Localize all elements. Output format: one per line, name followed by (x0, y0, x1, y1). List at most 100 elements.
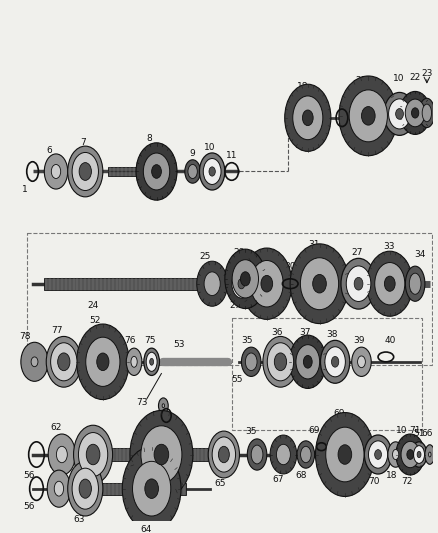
Ellipse shape (203, 158, 221, 184)
Ellipse shape (361, 107, 375, 125)
Ellipse shape (425, 445, 434, 464)
Ellipse shape (300, 446, 311, 463)
Ellipse shape (406, 266, 425, 301)
Ellipse shape (354, 277, 363, 290)
Text: 75: 75 (144, 336, 155, 345)
Text: 56: 56 (23, 502, 35, 511)
Ellipse shape (411, 442, 427, 467)
Ellipse shape (267, 343, 293, 381)
Ellipse shape (325, 347, 346, 377)
Text: 64: 64 (150, 494, 161, 503)
Ellipse shape (297, 441, 314, 468)
Ellipse shape (321, 341, 350, 383)
Text: 77: 77 (51, 326, 63, 335)
Ellipse shape (419, 98, 434, 127)
Text: 9: 9 (190, 149, 195, 158)
Ellipse shape (384, 92, 415, 135)
Ellipse shape (364, 435, 392, 474)
Text: 29: 29 (234, 248, 245, 257)
Ellipse shape (97, 353, 109, 370)
Ellipse shape (126, 348, 142, 375)
Text: 25: 25 (200, 252, 211, 261)
Text: 10: 10 (393, 74, 404, 83)
Ellipse shape (86, 337, 120, 386)
Text: 64: 64 (140, 525, 152, 533)
Ellipse shape (247, 439, 267, 470)
Ellipse shape (74, 425, 113, 484)
Ellipse shape (57, 446, 67, 463)
Ellipse shape (154, 445, 169, 465)
Ellipse shape (72, 152, 99, 190)
Ellipse shape (332, 357, 339, 367)
Ellipse shape (375, 263, 405, 305)
Text: 35: 35 (245, 426, 257, 435)
Ellipse shape (293, 96, 323, 140)
Ellipse shape (304, 356, 312, 368)
Text: 34: 34 (414, 250, 426, 259)
Ellipse shape (199, 153, 225, 190)
Ellipse shape (428, 452, 431, 457)
Text: 35: 35 (241, 336, 253, 345)
Ellipse shape (315, 413, 374, 496)
Text: 74: 74 (166, 418, 177, 427)
Text: 28: 28 (253, 309, 265, 318)
Ellipse shape (228, 263, 255, 304)
Ellipse shape (407, 450, 413, 459)
Text: 20: 20 (349, 131, 360, 140)
Ellipse shape (48, 434, 75, 475)
Ellipse shape (274, 353, 286, 370)
Text: 10: 10 (396, 426, 407, 434)
Ellipse shape (145, 479, 159, 498)
Ellipse shape (261, 276, 273, 292)
Ellipse shape (396, 109, 403, 119)
Bar (27, 233, 432, 365)
Ellipse shape (357, 356, 365, 368)
Ellipse shape (131, 357, 137, 367)
Ellipse shape (143, 153, 170, 190)
Ellipse shape (188, 165, 197, 179)
Bar (232, 318, 422, 430)
Ellipse shape (51, 343, 77, 381)
Ellipse shape (150, 358, 154, 365)
Text: 27: 27 (229, 301, 240, 310)
Ellipse shape (367, 251, 413, 316)
Ellipse shape (152, 165, 161, 179)
Ellipse shape (58, 353, 70, 370)
Ellipse shape (212, 437, 236, 472)
Ellipse shape (339, 76, 398, 156)
Ellipse shape (413, 446, 424, 463)
Ellipse shape (232, 260, 258, 298)
Ellipse shape (368, 441, 388, 468)
Text: 36: 36 (271, 328, 283, 337)
Ellipse shape (209, 167, 215, 176)
Ellipse shape (144, 348, 159, 375)
Ellipse shape (78, 433, 108, 477)
Ellipse shape (219, 446, 230, 463)
Text: 11: 11 (226, 151, 237, 160)
Ellipse shape (54, 481, 64, 496)
Text: 52: 52 (89, 316, 101, 325)
Ellipse shape (238, 279, 245, 289)
Text: 66: 66 (421, 429, 433, 438)
Ellipse shape (46, 336, 81, 387)
Ellipse shape (401, 441, 420, 467)
Text: 19: 19 (295, 141, 307, 150)
Ellipse shape (79, 479, 92, 498)
Text: 70: 70 (368, 478, 380, 486)
Ellipse shape (242, 248, 292, 319)
Ellipse shape (346, 266, 371, 302)
Ellipse shape (352, 347, 371, 376)
Ellipse shape (31, 357, 38, 367)
Text: 39: 39 (353, 336, 364, 345)
Bar (44, 278, 201, 289)
Ellipse shape (300, 258, 339, 310)
Ellipse shape (251, 261, 283, 307)
Ellipse shape (388, 442, 403, 467)
Ellipse shape (349, 90, 388, 142)
Ellipse shape (276, 445, 290, 465)
Ellipse shape (405, 99, 425, 127)
Text: 22: 22 (410, 74, 421, 82)
Ellipse shape (86, 445, 100, 465)
Text: 37: 37 (299, 328, 311, 337)
Ellipse shape (285, 84, 331, 151)
